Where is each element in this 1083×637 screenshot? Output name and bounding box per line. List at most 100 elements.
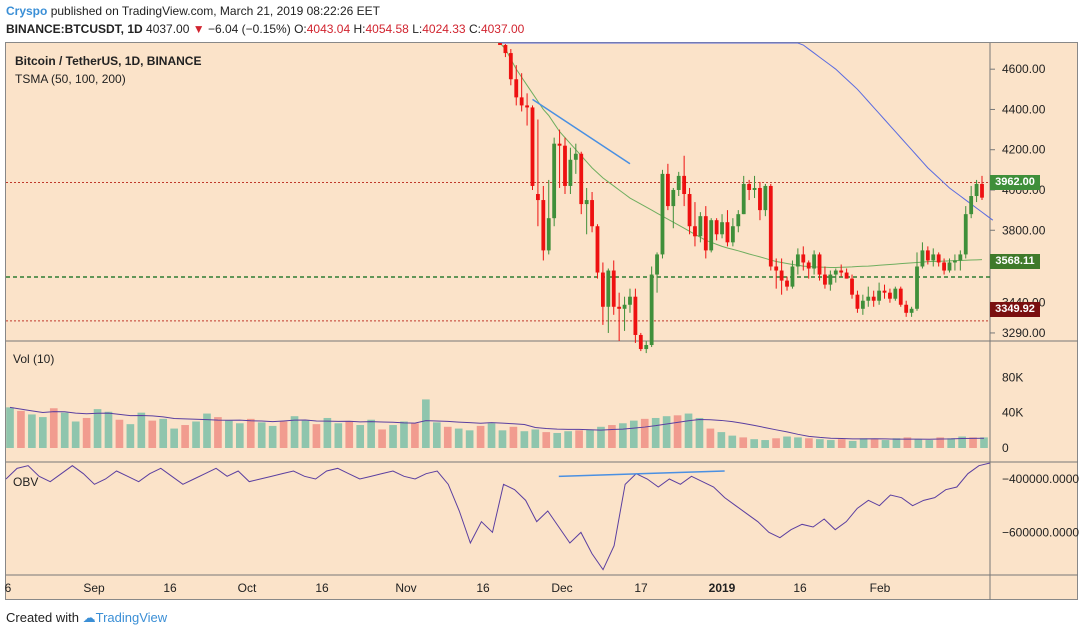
volume-bar [214,417,222,448]
support-price-tag: 3568.11 [990,254,1040,269]
volume-bar [181,425,189,448]
candle-body [693,226,697,237]
close-label: C: [468,22,481,36]
candle-body [541,200,546,251]
candle-body [801,254,806,263]
candle-body [790,266,795,287]
candle-body [720,222,724,235]
volume-bar [312,424,321,448]
volume-bar [870,439,879,448]
price-tick-label: 3290.00 [1002,326,1046,340]
close-value: 4037.00 [480,22,525,36]
candle-body [655,254,659,275]
candle-body [860,300,865,309]
obv-trend-line [558,470,725,478]
candle-body [785,280,789,287]
time-tick-label: 16 [793,581,807,595]
volume-bar [706,428,715,448]
high-value: 4054.58 [365,22,409,36]
volume-bar [356,425,365,448]
author-name[interactable]: Cryspo [6,4,48,18]
volume-bar [170,428,178,448]
volume-bar [509,426,518,448]
candle-body [779,270,784,281]
volume-bar [290,416,299,448]
volume-bar [772,438,780,448]
candle-body [909,308,914,313]
candle-body [698,216,703,237]
candle-body [768,185,773,267]
candle-body [915,266,919,309]
tradingview-logo-icon[interactable]: ☁ [82,610,96,625]
candle-body [931,254,936,261]
candle-body [969,196,974,215]
volume-bar [246,418,255,448]
volume-bar [837,439,846,448]
indicator-label: TSMA (50, 100, 200) [15,72,126,86]
time-tick-label: 6 [5,581,12,595]
candle-body [703,216,708,251]
volume-bar [422,399,430,448]
ma50-line [499,42,983,269]
time-tick-label: 16 [315,581,329,595]
candle-body [893,288,898,299]
volume-bar [848,440,857,448]
volume-bar [629,420,638,448]
time-tick-label: 16 [163,581,177,595]
volume-bar [826,440,835,448]
footer: Created with ☁TradingView [6,610,167,626]
candle-body [904,304,909,313]
candle-body [498,43,502,46]
volume-bar [564,431,572,448]
volume-bar [531,429,540,448]
volume-bar [619,423,627,448]
volume-bar [465,430,474,448]
volume-bar [126,424,135,448]
candle-body [725,222,730,243]
volume-bar [28,414,36,448]
candle-body [660,173,665,255]
tradingview-brand[interactable]: TradingView [95,610,168,625]
volume-bar [553,432,562,448]
volume-bar [334,423,343,448]
created-with-label: Created with [6,610,79,625]
volume-bar [443,426,452,448]
candle-body [855,294,860,309]
candle-body [730,226,735,243]
volume-panel-title: Vol (10) [13,352,55,366]
volume-bar [104,411,113,448]
volume-bar [345,421,354,448]
candle-body [579,153,584,205]
candle-body [687,194,692,227]
low-label: L: [412,22,423,36]
candle-body [958,254,963,261]
volume-bar [378,429,386,448]
open-value: 4043.04 [306,22,351,36]
symbol-label: BINANCE:BTCUSDT, 1D [6,22,143,36]
volume-bar [739,437,748,448]
candle-body [752,187,757,190]
price-panel-title: Bitcoin / TetherUS, 1D, BINANCE [15,54,202,68]
volume-ma-line [9,406,985,440]
candle-body [638,334,643,350]
candle-body [600,272,605,307]
down-arrow-icon: ▼ [192,22,205,36]
price-tick-label: 3800.00 [1002,223,1046,237]
volume-bar [454,428,463,448]
candle-body [866,296,871,301]
open-label: O: [294,22,307,36]
candle-body [709,220,714,251]
candle-body [839,270,844,273]
last-price: 4037.00 [146,22,190,36]
volume-bar [673,415,682,448]
volume-bar [925,440,934,448]
time-tick-label: Nov [395,581,416,595]
obv-tick-label: −600000.0000 [1002,525,1079,539]
candle-body [519,97,524,106]
volume-bar [575,430,583,448]
obv-line [5,462,991,571]
volume-bar [39,417,47,448]
candle-body [812,254,817,269]
volume-bar [640,418,649,448]
